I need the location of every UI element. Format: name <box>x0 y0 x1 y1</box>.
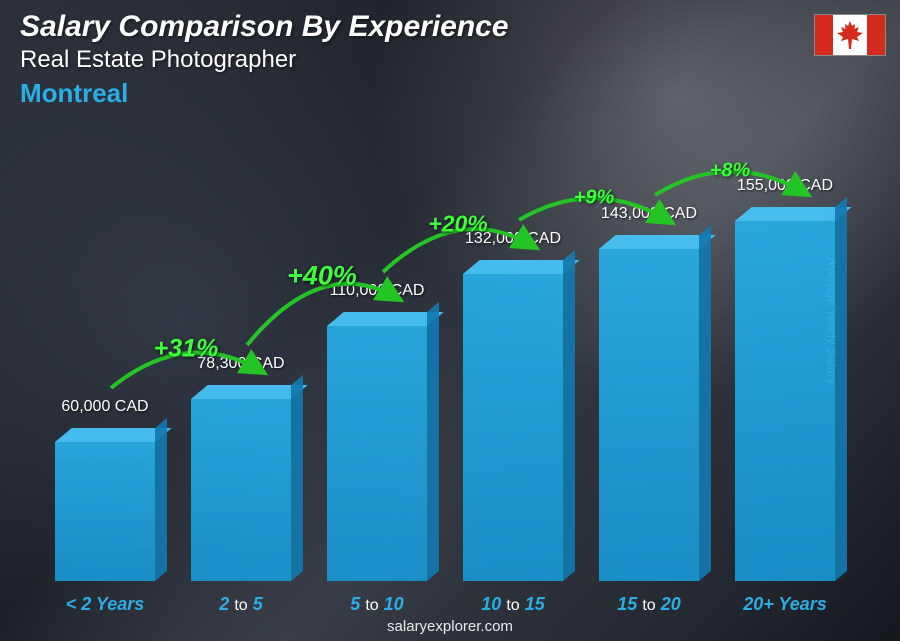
bar-value-label: 143,000 CAD <box>601 205 697 223</box>
bar-value-label: 155,000 CAD <box>737 177 833 195</box>
bar-value-label: 60,000 CAD <box>61 398 148 416</box>
bar-value-label: 78,300 CAD <box>197 355 284 373</box>
bar <box>735 221 835 581</box>
x-axis-label: 15 to 20 <box>617 594 680 615</box>
chart-container: Salary Comparison By Experience Real Est… <box>0 0 900 641</box>
bar-value-label: 132,000 CAD <box>465 230 561 248</box>
bar-group: 78,300 CAD 2 to 5 <box>176 121 306 581</box>
footer-credit: salaryexplorer.com <box>0 618 900 635</box>
maple-leaf-icon <box>837 21 863 49</box>
bar-group: 60,000 CAD < 2 Years <box>40 121 170 581</box>
bar-value-label: 110,000 CAD <box>330 282 425 300</box>
bar-group: 155,000 CAD 20+ Years <box>720 121 850 581</box>
bar-group: 132,000 CAD 10 to 15 <box>448 121 578 581</box>
x-axis-label: < 2 Years <box>66 594 145 615</box>
chart-subtitle: Real Estate Photographer <box>20 46 509 74</box>
bar <box>599 249 699 581</box>
bar-group: 143,000 CAD 15 to 20 <box>584 121 714 581</box>
x-axis-label: 10 to 15 <box>481 594 544 615</box>
bar <box>191 399 291 581</box>
bar-area: 60,000 CAD < 2 Years 78,300 CAD 2 to 5 1… <box>40 121 850 581</box>
bar <box>463 274 563 581</box>
canada-flag-icon <box>814 14 886 56</box>
bar <box>55 442 155 581</box>
x-axis-label: 5 to 10 <box>350 594 403 615</box>
chart-city: Montreal <box>20 78 509 109</box>
bar <box>327 326 427 581</box>
chart-title: Salary Comparison By Experience <box>20 10 509 44</box>
x-axis-label: 20+ Years <box>743 594 827 615</box>
x-axis-label: 2 to 5 <box>219 594 262 615</box>
header: Salary Comparison By Experience Real Est… <box>20 10 509 109</box>
bar-group: 110,000 CAD 5 to 10 <box>312 121 442 581</box>
